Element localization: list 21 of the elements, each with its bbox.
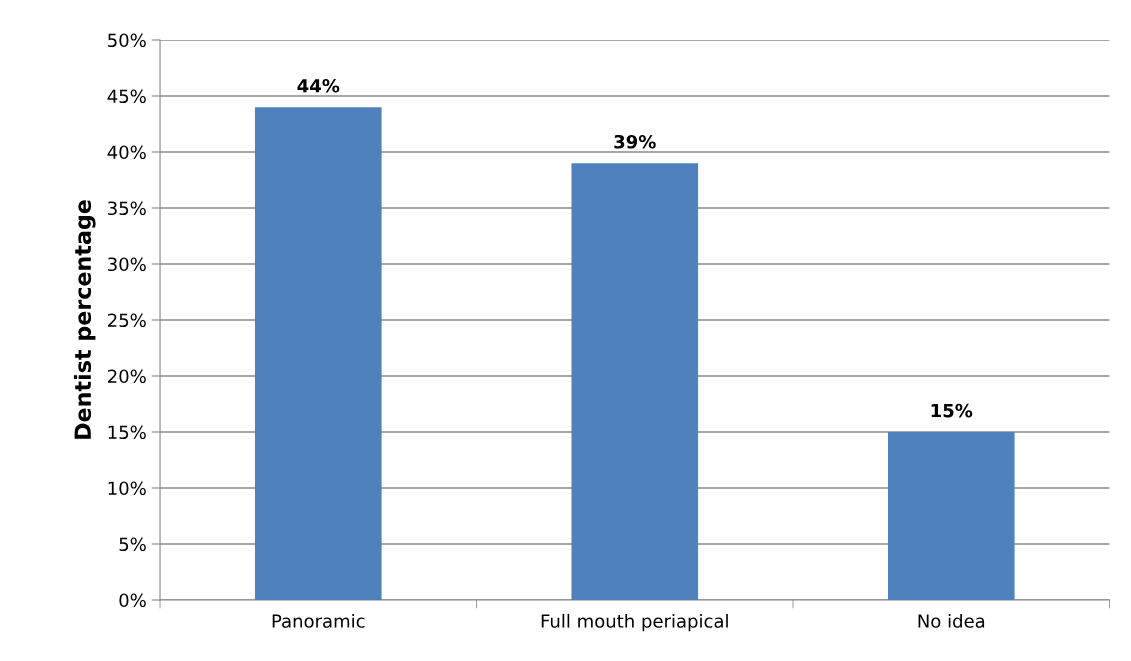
data-label: 44%	[297, 78, 340, 93]
x-tick-label: Full mouth periapical	[541, 613, 728, 632]
bar	[254, 107, 382, 600]
y-tick-label: 20%	[108, 369, 146, 384]
y-tick-label: 15%	[108, 425, 146, 440]
y-tick-label: 45%	[107, 89, 146, 104]
x-tick-label: No idea	[918, 613, 985, 628]
x-tick-label: Panoramic	[272, 613, 365, 628]
y-tick-label: 40%	[107, 145, 146, 160]
y-tick-label: 10%	[108, 481, 146, 496]
data-label: 39%	[614, 134, 656, 149]
y-tick-label: 35%	[108, 201, 146, 216]
y-tick-label: 0%	[119, 593, 146, 608]
y-tick-label: 25%	[108, 313, 146, 328]
bar	[887, 431, 1015, 600]
y-tick-label: 5%	[119, 537, 146, 552]
y-axis-title: Dentist percentage	[73, 200, 96, 439]
y-tick-label: 30%	[108, 257, 146, 272]
data-label: 15%	[931, 403, 973, 418]
y-tick-label: 50%	[108, 33, 146, 48]
bar	[571, 163, 699, 600]
